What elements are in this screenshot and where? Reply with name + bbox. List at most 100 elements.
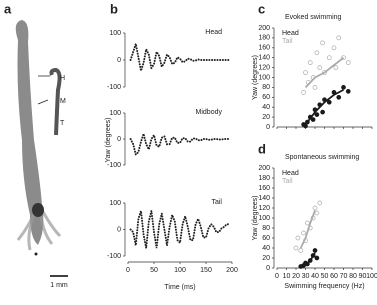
point (305, 220, 310, 226)
point (295, 235, 301, 241)
point (314, 50, 320, 56)
point (303, 70, 308, 75)
y-tick-label: 160 (258, 185, 270, 192)
y-tick-label: -100 (107, 84, 121, 91)
panel-label: b (110, 1, 118, 16)
fish-image: a H M T 1 mm (4, 1, 68, 289)
x-tick-label: 60 (330, 273, 338, 280)
point (333, 65, 339, 70)
x-tick-label: 70 (340, 273, 348, 280)
y-tick-label: 0 (117, 226, 121, 233)
y-tick-label: 20 (262, 255, 270, 262)
point (320, 109, 325, 115)
legend-entry: Head (282, 30, 299, 37)
y-tick-label: 80 (262, 225, 270, 232)
x-tick-label: 0 (126, 267, 130, 274)
y-tick-label: -100 (107, 253, 121, 260)
point (326, 99, 332, 105)
point (303, 123, 308, 129)
y-tick-label: 100 (258, 74, 270, 81)
trace-label: Midbody (196, 109, 223, 116)
x-tick-label: 80 (349, 273, 357, 280)
point (336, 35, 342, 41)
point (317, 65, 323, 70)
marker-label: T (60, 120, 65, 127)
y-axis-label: Yaw (degrees) (252, 195, 259, 240)
y-tick-label: 20 (262, 114, 270, 121)
point (345, 89, 351, 94)
x-tick-label: 50 (321, 273, 329, 280)
x-axis-label: Time (ms) (164, 284, 195, 291)
point (341, 85, 346, 90)
point (345, 60, 351, 66)
chart-title: Evoked swimming (285, 14, 342, 21)
point (341, 55, 346, 61)
y-tick-label: 60 (262, 94, 270, 101)
point (320, 40, 325, 46)
y-tick-label: 40 (262, 104, 270, 111)
panel-label: a (4, 1, 12, 16)
legend-entry: Tail (282, 178, 293, 185)
legend-entry: Tail (282, 38, 293, 45)
trend-line (299, 210, 316, 249)
trace (129, 210, 231, 249)
legend-entry: Head (282, 170, 299, 177)
trace-label: Head (205, 29, 222, 36)
y-tick-label: 140 (258, 195, 270, 202)
x-tick-label: 200 (226, 267, 238, 274)
y-tick-label: 60 (262, 235, 270, 242)
trace-label: Tail (211, 199, 222, 206)
y-tick-label: 0 (266, 124, 270, 131)
y-tick-label: 0 (117, 57, 121, 64)
y-tick-label: 100 (258, 215, 270, 222)
point (326, 55, 332, 61)
point (307, 60, 313, 66)
x-tick-label: 90 (359, 273, 367, 280)
y-tick-label: 160 (258, 45, 270, 52)
y-tick-label: 200 (258, 25, 270, 32)
x-tick-label: 0 (275, 273, 279, 280)
x-tick-label: 150 (200, 267, 212, 274)
point (314, 112, 320, 117)
x-tick-label: 30 (302, 273, 310, 280)
point (301, 89, 306, 95)
point (314, 255, 320, 261)
point (312, 85, 318, 90)
scale-bar-label: 1 mm (50, 282, 68, 289)
trace (129, 130, 231, 157)
y-axis-label: Yaw (degrees) (105, 117, 112, 162)
point (331, 45, 337, 51)
y-tick-label: 200 (258, 165, 270, 172)
trend-line (304, 56, 345, 89)
y-tick-label: 80 (262, 84, 270, 91)
y-tick-label: 0 (117, 136, 121, 143)
point (312, 248, 318, 253)
y-tick-label: 140 (258, 55, 270, 62)
trace (129, 43, 231, 72)
x-tick-label: 100 (366, 273, 377, 280)
y-tick-label: 180 (258, 175, 270, 182)
point (312, 205, 318, 211)
panel-label: c (258, 1, 265, 16)
y-tick-label: 180 (258, 35, 270, 42)
y-tick-label: -100 (107, 162, 121, 169)
chart-title: Spontaneous swimming (285, 154, 359, 161)
y-tick-label: 40 (262, 245, 270, 252)
y-axis-label: Yaw (degrees) (252, 55, 259, 100)
point (317, 200, 323, 206)
y-tick-label: 120 (258, 64, 270, 71)
point (310, 117, 316, 122)
point (293, 245, 299, 251)
x-tick-label: 50 (150, 267, 158, 274)
point (301, 230, 306, 236)
panel-label: d (258, 141, 266, 156)
x-tick-label: 10 (283, 273, 291, 280)
marker-label: M (60, 98, 66, 105)
x-tick-label: 20 (292, 273, 300, 280)
x-tick-label: 100 (174, 267, 186, 274)
trend-line (304, 89, 344, 126)
y-tick-label: 100 (109, 30, 121, 37)
point (298, 248, 304, 253)
point (322, 70, 327, 75)
